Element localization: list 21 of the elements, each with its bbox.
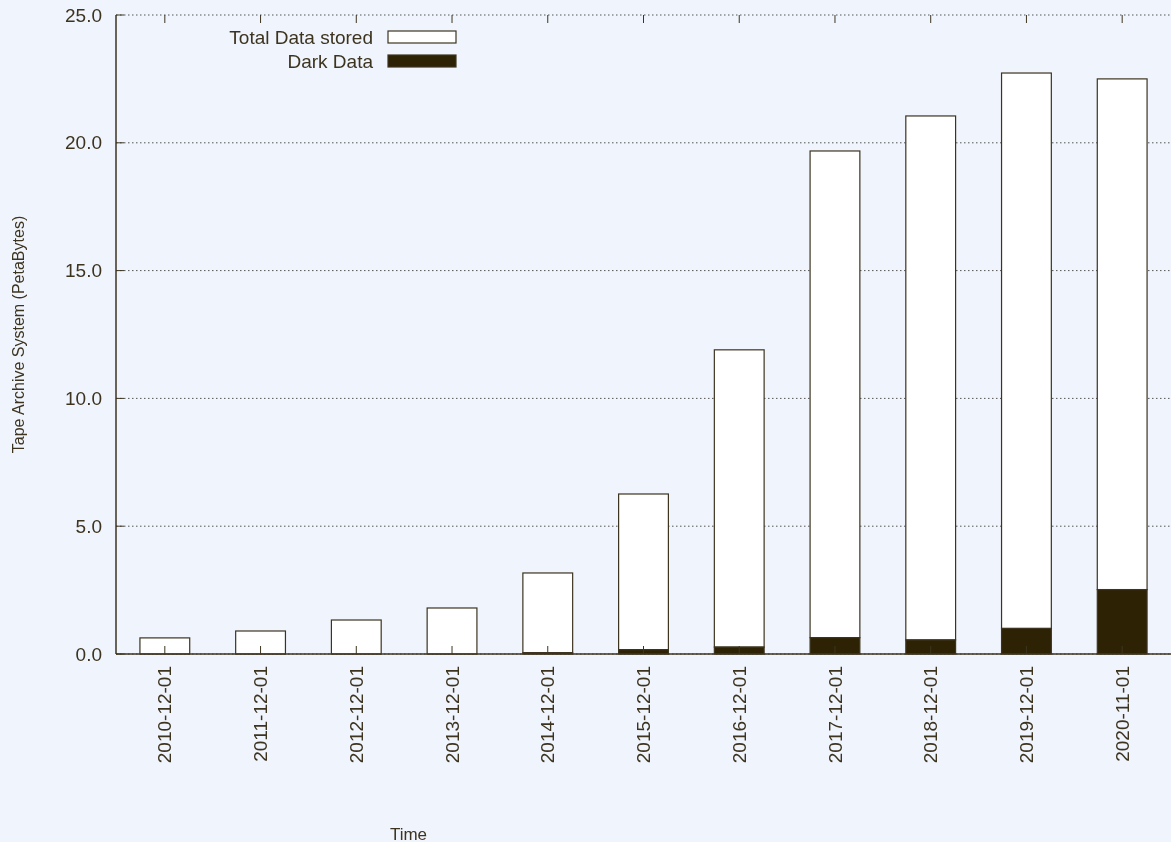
y-tick-label: 15.0: [65, 260, 102, 282]
legend-label: Dark Data: [287, 50, 374, 72]
y-tick-label: 25.0: [65, 4, 102, 26]
x-tick-label: 2012-12-01: [345, 666, 367, 764]
x-tick-label: 2010-12-01: [154, 666, 176, 764]
x-tick-label: 2019-12-01: [1016, 666, 1038, 764]
y-tick-label: 0.0: [75, 643, 102, 665]
y-tick-label: 5.0: [75, 515, 102, 537]
x-tick-label: 2015-12-01: [633, 666, 655, 764]
x-tick-label: 2017-12-01: [824, 666, 846, 764]
x-axis-title: Time: [389, 825, 428, 842]
x-tick-label: 2020-11-01: [1111, 666, 1133, 762]
y-axis-title: Tape Archive System (PetaBytes): [10, 215, 27, 454]
legend-label: Total Data stored: [229, 26, 373, 48]
x-tick-label: 2013-12-01: [441, 666, 463, 764]
x-tick-label: 2011-12-01: [250, 666, 272, 762]
x-tick-label: 2018-12-01: [920, 666, 942, 764]
y-tick-label: 20.0: [65, 132, 102, 154]
x-tick-label: 2014-12-01: [537, 666, 559, 764]
y-tick-label: 10.0: [65, 388, 102, 410]
x-tick-label: 2016-12-01: [728, 666, 750, 764]
